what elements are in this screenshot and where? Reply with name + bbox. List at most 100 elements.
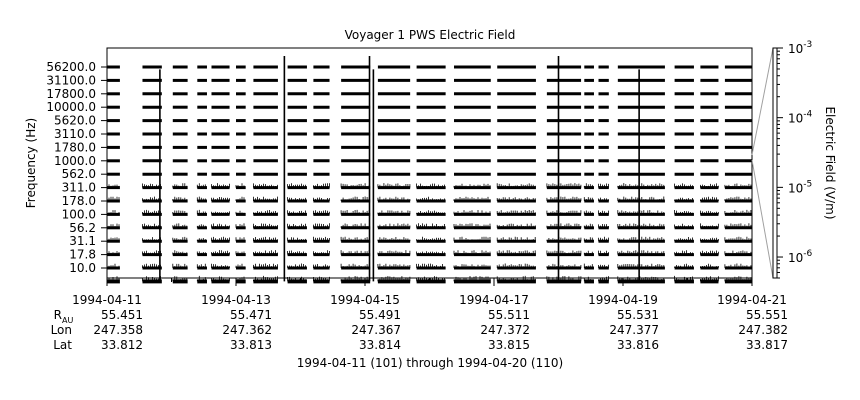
colorbar-tick-label: 10-5 <box>788 179 812 195</box>
channel-noise <box>583 250 593 255</box>
channel-noise <box>196 224 206 228</box>
channel-noise <box>235 263 245 268</box>
channel-noise <box>172 263 188 268</box>
channel-noise <box>196 251 206 255</box>
channel-noise <box>313 210 330 215</box>
channel-noise <box>196 275 206 282</box>
channel-noise <box>235 183 245 188</box>
x-axis-label: 1994-04-11 (101) through 1994-04-20 (110… <box>297 356 563 370</box>
channel-noise <box>340 236 370 242</box>
channel-noise <box>340 276 370 282</box>
y-tick-label: 56.2 <box>69 221 96 235</box>
ephemeris-value: 247.382 <box>738 323 788 337</box>
channel-noise <box>416 236 445 242</box>
channel-noise <box>598 250 609 255</box>
channel-noise <box>106 236 120 242</box>
channel-noise <box>287 250 306 255</box>
channel-noise <box>287 223 306 228</box>
channel-noise <box>583 210 593 215</box>
channel-noise <box>142 183 161 188</box>
channel-noise <box>253 275 278 282</box>
channel-noise <box>617 263 665 268</box>
channel-noise <box>617 210 665 215</box>
colorbar-label: Electric Field (V/m) <box>823 106 837 219</box>
colorbar-box <box>772 47 778 279</box>
channel-noise <box>496 236 536 242</box>
y-tick-label: 178.0 <box>62 194 96 208</box>
channel-noise <box>674 210 693 215</box>
channel-noise <box>196 238 206 242</box>
x-tick-label: 1994-04-11 <box>72 293 142 307</box>
channel-noise <box>196 209 206 215</box>
channel-noise <box>700 223 719 228</box>
channel-noise <box>253 183 278 188</box>
channel-noise <box>142 223 161 228</box>
channel-noise <box>287 210 306 215</box>
channel-noise <box>674 237 693 242</box>
channel-noise <box>700 237 719 242</box>
channel-noise <box>377 276 411 282</box>
channel-noise <box>377 263 411 268</box>
channel-noise <box>416 196 445 201</box>
channel-noise <box>106 184 120 188</box>
channel-noise <box>106 276 120 282</box>
channel-noise <box>674 275 693 282</box>
y-tick-label: 311.0 <box>62 181 96 195</box>
channel-noise <box>583 237 593 242</box>
ephemeris-value: 33.817 <box>746 338 788 352</box>
y-tick-label: 31.1 <box>69 234 96 248</box>
channel-noise <box>211 197 230 201</box>
channel-noise <box>496 263 536 268</box>
channel-noise <box>377 223 411 228</box>
channel-noise <box>196 183 206 188</box>
x-tick-label: 1994-04-13 <box>201 293 271 307</box>
ephem-label-r-subscript: AU <box>62 316 73 325</box>
channel-noise <box>106 210 120 215</box>
channel-noise <box>287 183 306 188</box>
ephemeris-value: 55.491 <box>359 308 401 322</box>
channel-noise <box>235 223 245 228</box>
channel-noise <box>287 276 306 282</box>
channel-noise <box>172 196 188 201</box>
channel-noise <box>724 250 752 255</box>
spectrogram-traces <box>106 65 752 284</box>
channel-noise <box>453 276 491 282</box>
channel-noise <box>617 223 665 228</box>
channel-noise <box>496 250 536 255</box>
channel-noise <box>674 197 693 201</box>
channel-noise <box>253 223 278 228</box>
channel-noise <box>416 276 445 282</box>
channel-noise <box>598 276 609 282</box>
channel-noise <box>700 196 719 201</box>
y-tick-label: 17.8 <box>69 248 96 262</box>
channel-noise <box>235 251 245 255</box>
channel-noise <box>453 250 491 255</box>
channel-noise <box>598 183 609 188</box>
channel-noise <box>106 196 120 201</box>
channel-noise <box>377 196 411 201</box>
channel-noise <box>377 183 411 188</box>
channel-noise <box>724 223 752 228</box>
channel-noise <box>700 263 719 268</box>
channel-noise <box>674 183 693 188</box>
channel-noise <box>583 263 593 268</box>
channel-noise <box>700 276 719 282</box>
ephemeris-value: 247.358 <box>93 323 143 337</box>
x-tick-label: 1994-04-15 <box>330 293 400 307</box>
channel-noise <box>496 223 536 228</box>
ephem-label-r: R <box>54 308 62 322</box>
colorbar-link-top <box>751 47 774 156</box>
y-tick-label: 10000.0 <box>46 100 96 114</box>
channel-noise <box>453 183 491 188</box>
colorbar-tick-label: 10-3 <box>788 40 812 56</box>
channel-noise <box>253 263 278 268</box>
colorbar-ticks: 10-3 10-4 10-5 10-6 <box>777 40 813 279</box>
y-tick-label: 3110.0 <box>54 127 96 141</box>
ephemeris-value: 33.815 <box>488 338 530 352</box>
channel-noise <box>453 223 491 228</box>
ephem-label-lat: Lat <box>53 338 72 352</box>
frequency-tick-labels: 56200.031100.017800.010000.05620.03110.0… <box>46 60 107 275</box>
channel-noise <box>724 263 752 268</box>
channel-noise <box>235 210 245 215</box>
